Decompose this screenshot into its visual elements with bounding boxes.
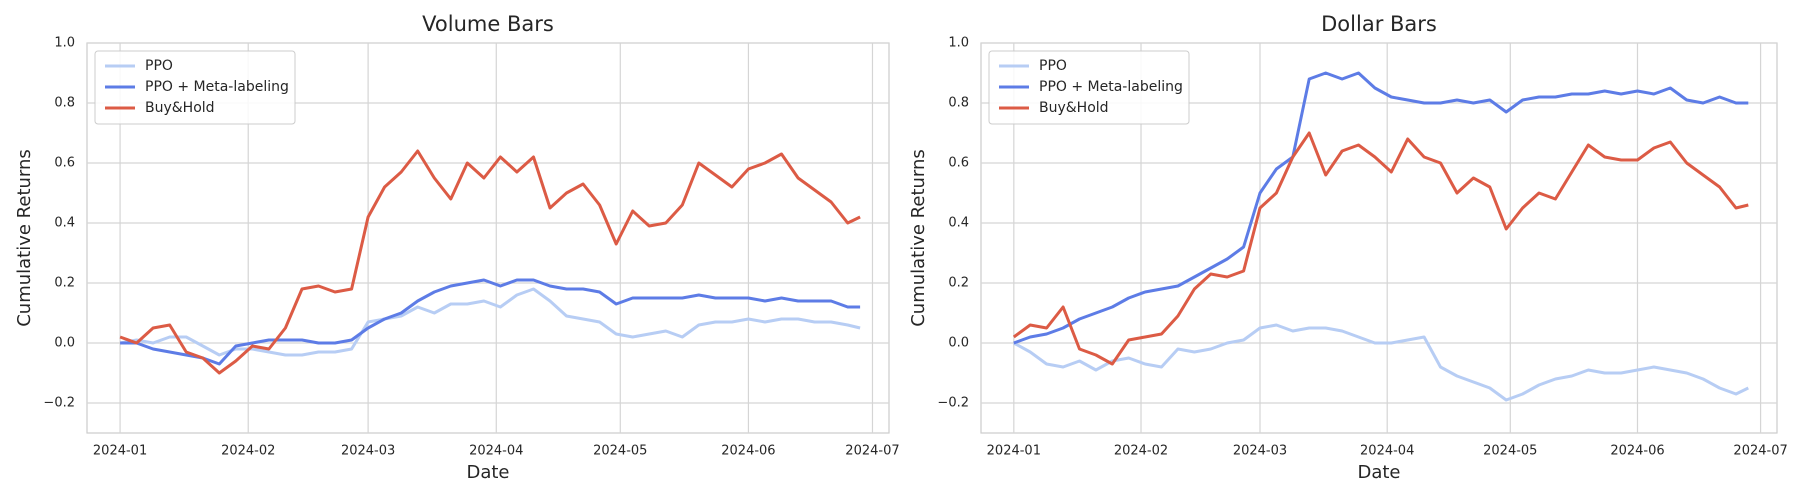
legend-label: Buy&Hold [1039,100,1109,116]
x-tick-label: 2024-04 [1360,444,1414,459]
y-tick-label: 1.0 [948,36,969,51]
chart-title: Volume Bars [422,12,554,36]
x-tick-label: 2024-04 [469,444,523,459]
y-tick-label: 0.0 [54,336,75,351]
y-tick-label: 0.8 [948,96,969,111]
legend-label: Buy&Hold [145,100,215,116]
y-axis-label: Cumulative Returns [908,149,929,327]
y-tick-label: −0.2 [937,396,969,411]
x-tick-label: 2024-02 [221,444,275,459]
x-tick-label: 2024-02 [1114,444,1168,459]
y-tick-label: 0.6 [948,156,969,171]
series-line [119,287,861,357]
x-tick-label: 2024-06 [1610,444,1664,459]
series-line [1013,71,1749,345]
y-tick-label: 0.2 [54,276,75,291]
y-tick-label: 0.8 [54,96,75,111]
legend-label: PPO [1039,58,1067,74]
x-tick-label: 2024-07 [845,444,899,459]
y-tick-label: 0.2 [948,276,969,291]
x-tick-label: 2024-06 [721,444,775,459]
legend-box [94,50,296,125]
y-tick-label: 0.4 [54,216,75,231]
series-line [1013,323,1749,402]
legend-label: PPO + Meta-labeling [1039,79,1183,95]
y-axis-label: Cumulative Returns [14,149,35,327]
x-tick-label: 2024-03 [341,444,395,459]
x-tick-label: 2024-01 [987,444,1041,459]
chart-title: Dollar Bars [1321,12,1437,36]
y-tick-label: 0.0 [948,336,969,351]
y-tick-label: −0.2 [43,396,75,411]
y-tick-label: 0.4 [948,216,969,231]
x-tick-label: 2024-07 [1733,444,1787,459]
chart: −0.2 0.0 0.2 0.4 0.6 0.8 1.0 2024-01 2024-02 2024… [908,12,1788,483]
x-axis-label: Date [1357,462,1400,483]
x-tick-label: 2024-01 [93,444,147,459]
series-line [120,278,861,366]
y-tick-label: 1.0 [54,36,75,51]
legend-label: PPO [145,58,173,74]
x-tick-label: 2024-03 [1233,444,1287,459]
x-axis-label: Date [466,462,509,483]
series-line [1012,131,1749,366]
legend-box [988,50,1190,125]
chart: −0.2 0.0 0.2 0.4 0.6 0.8 1.0 2024-01 2024-02 2024… [14,12,900,483]
series-line [119,149,861,375]
x-tick-label: 2024-05 [593,444,647,459]
y-tick-label: 0.6 [54,156,75,171]
legend-label: PPO + Meta-labeling [145,79,289,95]
x-tick-label: 2024-05 [1483,444,1537,459]
